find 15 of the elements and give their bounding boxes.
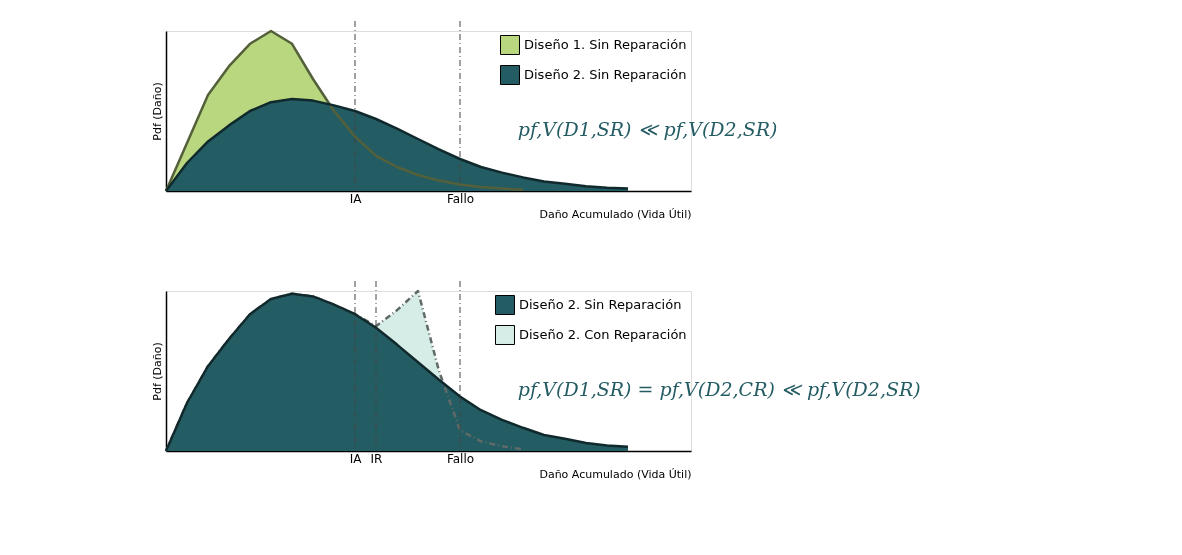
legend-label: Diseño 1. Sin Reparación <box>524 37 687 52</box>
x-tick-label: Fallo <box>446 451 475 466</box>
x-tick-label: IR <box>370 451 383 466</box>
annotation: pf,V(D1,SR) ≪ pf,V(D2,SR) <box>517 118 778 141</box>
legend-label: Diseño 2. Sin Reparación <box>519 297 682 312</box>
x-tick-label: IA <box>349 451 363 466</box>
y-axis-title: Pdf (Daño) <box>150 342 164 401</box>
x-axis-title: Daño Acumulado (Vida Útil) <box>539 467 692 481</box>
legend-label: Diseño 2. Con Reparación <box>519 327 687 342</box>
x-axis-title: Daño Acumulado (Vida Útil) <box>539 207 692 221</box>
x-tick-label: IA <box>349 191 363 206</box>
legend-label: Diseño 2. Sin Reparación <box>524 67 687 82</box>
annotation: pf,V(D1,SR) = pf,V(D2,CR) ≪ pf,V(D2,SR) <box>517 378 921 401</box>
y-axis-title: Pdf (Daño) <box>150 82 164 141</box>
x-tick-label: Fallo <box>446 191 475 206</box>
